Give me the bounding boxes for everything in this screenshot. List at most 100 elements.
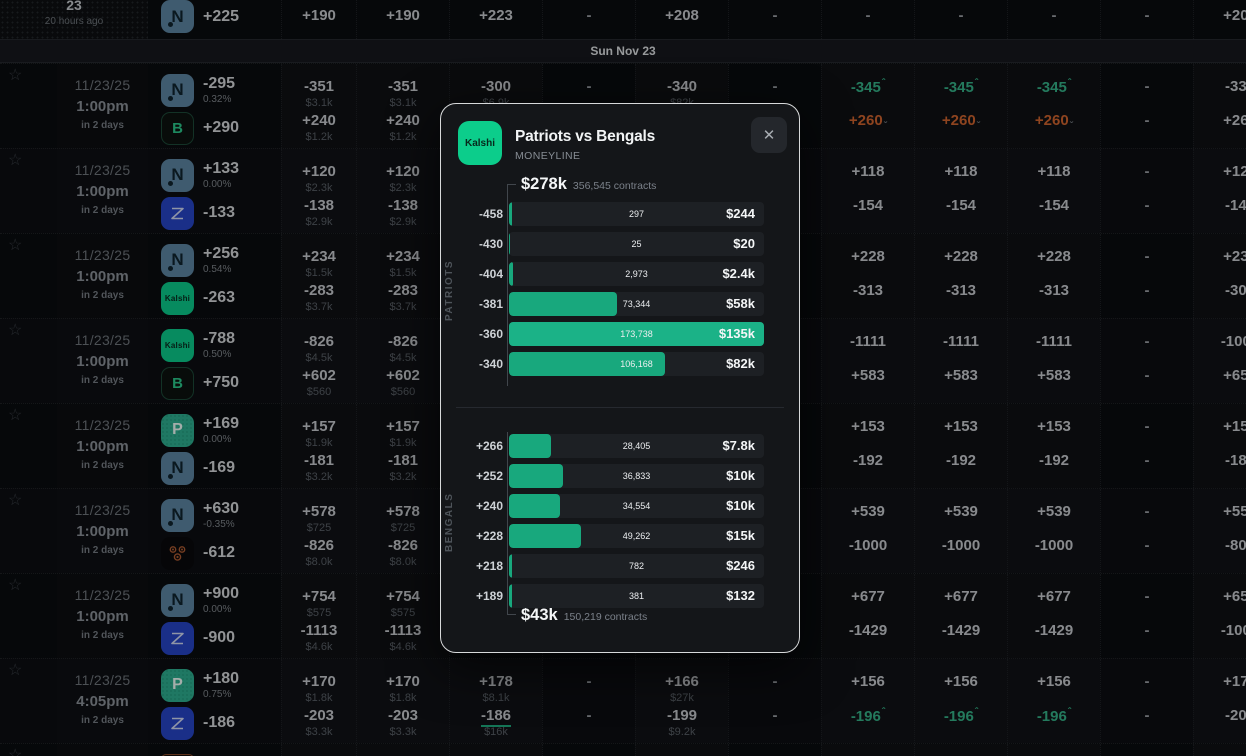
favorite-star-button[interactable]: ☆ [8, 67, 23, 84]
odds-cell[interactable]: +120 $2.3k -138 $2.9k [356, 149, 449, 233]
favorite-star-button[interactable]: ☆ [8, 152, 23, 169]
odds-cell[interactable]: +754 $575 -1113 $4.6k [356, 574, 449, 658]
odds-value: - [1144, 503, 1150, 520]
odds-cell[interactable]: +120 $2.3k -138 $2.9k [281, 149, 356, 233]
best-odds-cell[interactable]: N +133 0.00% -133 [148, 149, 281, 233]
odds-cell[interactable]: +178 $8.1k -186 $16k [449, 659, 542, 743]
odds-value: -351 [303, 78, 335, 95]
odds-cell[interactable]: +677 -1429 [821, 574, 914, 658]
odds-cell[interactable]: +208 [635, 0, 728, 39]
odds-cell[interactable]: +153 -192 [914, 404, 1007, 488]
odds-cell[interactable]: -- [1100, 489, 1193, 573]
favorite-star-button[interactable]: ☆ [8, 577, 23, 594]
odds-value: +118 [1037, 163, 1071, 180]
odds-cell[interactable]: +228 -313 [1007, 234, 1100, 318]
best-odds-cell[interactable]: N +900 0.00% -900 [148, 574, 281, 658]
favorite-star-button[interactable]: ☆ [8, 492, 23, 509]
odds-cell[interactable]: +223 [449, 0, 542, 39]
odds-cell[interactable]: +159 [1193, 744, 1246, 756]
patriots-bracket-line [507, 184, 508, 386]
odds-cell[interactable]: -- [1100, 64, 1193, 148]
odds-cell[interactable]: +167 [914, 744, 1007, 756]
odds-cell[interactable]: +754 $575 -1113 $4.6k [281, 574, 356, 658]
best-odds-cell[interactable]: P +169 0.00% N -169 [148, 404, 281, 488]
best-odds-cell[interactable]: N -295 0.32% B +290 [148, 64, 281, 148]
odds-cell[interactable]: +228 -313 [821, 234, 914, 318]
odds-cell[interactable]: +167 [1007, 744, 1100, 756]
odds-cell[interactable]: +539 -1000 [821, 489, 914, 573]
odds-cell[interactable]: +578 $725 -826 $8.0k [281, 489, 356, 573]
odds-cell[interactable]: +118 -154 [914, 149, 1007, 233]
odds-cell[interactable]: +120 -143 [1193, 149, 1246, 233]
favorite-star-button[interactable]: ☆ [8, 237, 23, 254]
odds-cell[interactable]: +167 [821, 744, 914, 756]
odds-cell[interactable]: -- [1100, 234, 1193, 318]
odds-cell[interactable]: +153 -192 [1007, 404, 1100, 488]
odds-cell[interactable]: -1000 +650 [1193, 319, 1246, 403]
odds-cell[interactable]: +155 -188 [1193, 404, 1246, 488]
odds-movement-pct: 0.00% [203, 603, 232, 615]
odds-cell[interactable]: +550 -800 [1193, 489, 1246, 573]
odds-cell[interactable]: -- [1100, 404, 1193, 488]
odds-cell[interactable]: -345ˆ +260ˇ [914, 64, 1007, 148]
odds-cell[interactable]: +157 $1.9k -181 $3.2k [281, 404, 356, 488]
favorite-star-button[interactable]: ☆ [8, 747, 23, 756]
odds-cell[interactable]: +156 -196ˆ [1007, 659, 1100, 743]
odds-cell[interactable]: -- [728, 659, 821, 743]
odds-cell[interactable]: +228 -313 [914, 234, 1007, 318]
odds-cell[interactable]: +234 $1.5k -283 $3.7k [281, 234, 356, 318]
odds-cell[interactable]: -1111 +583 [914, 319, 1007, 403]
odds-cell[interactable]: -- [1100, 149, 1193, 233]
odds-cell[interactable]: +144 [449, 744, 542, 756]
odds-cell[interactable]: -- [542, 659, 635, 743]
odds-cell[interactable]: +677 -1429 [914, 574, 1007, 658]
odds-cell[interactable]: +539 -1000 [1007, 489, 1100, 573]
odds-cell[interactable]: -- [1100, 319, 1193, 403]
odds-cell[interactable]: +118 -154 [821, 149, 914, 233]
odds-cell[interactable]: -1111 +583 [821, 319, 914, 403]
odds-cell[interactable]: +170 $1.8k -203 $3.3k [281, 659, 356, 743]
odds-cell[interactable]: -345ˆ +260ˇ [821, 64, 914, 148]
odds-value: +650 [1223, 367, 1246, 384]
odds-cell[interactable]: +677 -1429 [1007, 574, 1100, 658]
best-odds-cell[interactable]: P +180 0.75% -186 [148, 659, 281, 743]
best-odds-cell[interactable]: Kalshi -788 0.50% B +750 [148, 319, 281, 403]
odds-cell[interactable]: +166 $27k -199 $9.2k [635, 659, 728, 743]
odds-cell[interactable]: +170 -209 [1193, 659, 1246, 743]
favorite-star-button[interactable]: ☆ [8, 322, 23, 339]
favorite-star-button[interactable]: ☆ [8, 662, 23, 679]
odds-cell[interactable]: -826 $4.5k +602 $560 [356, 319, 449, 403]
odds-cell[interactable]: +200 [1193, 0, 1246, 39]
odds-cell[interactable]: +235 -300 [1193, 234, 1246, 318]
favorite-star-button[interactable]: ☆ [8, 407, 23, 424]
odds-cell[interactable]: +170 $1.8k -203 $3.3k [356, 659, 449, 743]
odds-cell[interactable]: +154 [635, 744, 728, 756]
odds-cell[interactable]: +153 -192 [821, 404, 914, 488]
close-button[interactable]: ✕ [751, 117, 787, 153]
odds-cell[interactable]: -- [1100, 574, 1193, 658]
odds-cell[interactable]: +147 [356, 744, 449, 756]
odds-cell[interactable]: +118 -154 [1007, 149, 1100, 233]
odds-cell[interactable]: +578 $725 -826 $8.0k [356, 489, 449, 573]
odds-cell[interactable]: -351 $3.1k +240 $1.2k [281, 64, 356, 148]
odds-cell[interactable]: +650 -1000 [1193, 574, 1246, 658]
odds-cell[interactable]: -351 $3.1k +240 $1.2k [356, 64, 449, 148]
odds-cell[interactable]: -334 +260 [1193, 64, 1246, 148]
odds-cell[interactable]: +190 [281, 0, 356, 39]
odds-cell[interactable]: +147 [281, 744, 356, 756]
odds-value: -1113 [300, 622, 338, 639]
odds-cell[interactable]: +157 $1.9k -181 $3.2k [356, 404, 449, 488]
best-odds-cell[interactable]: BM+143 [148, 744, 281, 756]
odds-cell[interactable]: +539 -1000 [914, 489, 1007, 573]
best-odds-cell[interactable]: N +256 0.54% Kalshi -263 [148, 234, 281, 318]
odds-cell[interactable]: -- [1100, 659, 1193, 743]
odds-cell[interactable]: +190 [356, 0, 449, 39]
best-odds-cell[interactable]: N +225 [148, 0, 281, 39]
odds-cell[interactable]: -345ˆ +260ˇ [1007, 64, 1100, 148]
odds-cell[interactable]: +234 $1.5k -283 $3.7k [356, 234, 449, 318]
best-odds-cell[interactable]: N +630 -0.35% -612 [148, 489, 281, 573]
odds-cell[interactable]: +156 -196ˆ [914, 659, 1007, 743]
odds-cell[interactable]: +156 -196ˆ [821, 659, 914, 743]
odds-cell[interactable]: -1111 +583 [1007, 319, 1100, 403]
odds-cell[interactable]: -826 $4.5k +602 $560 [281, 319, 356, 403]
